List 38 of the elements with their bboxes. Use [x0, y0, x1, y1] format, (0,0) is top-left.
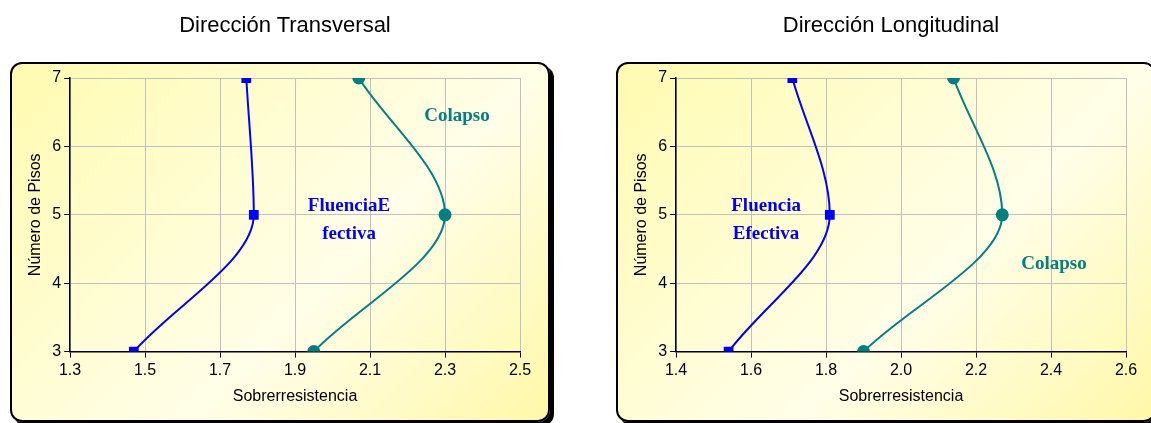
x-tick-label: 1.8: [814, 360, 838, 378]
x-axis-title: Sobrerresistencia: [232, 386, 358, 404]
point: [248, 209, 259, 220]
y-tick-label: 4: [658, 273, 668, 291]
x-tick-label: 2.1: [358, 360, 382, 378]
series-label: Colapso: [424, 104, 490, 126]
y-tick-label: 3: [658, 342, 668, 360]
x-tick-label: 1.3: [58, 360, 82, 378]
point: [995, 208, 1009, 222]
chart-title: Dirección Longitudinal: [781, 12, 1001, 38]
y-axis-title: Número de Pisos: [26, 153, 44, 277]
x-tick-label: 1.5: [133, 360, 157, 378]
x-tick-label: 2.6: [1114, 360, 1138, 378]
y-tick-label: 3: [52, 342, 62, 360]
point: [438, 208, 452, 222]
x-tick-label: 2.5: [508, 360, 532, 378]
x-tick-label: 1.9: [283, 360, 307, 378]
chart-title: Dirección Transversal: [178, 12, 392, 38]
y-axis-title: Número de Pisos: [632, 153, 650, 277]
x-tick-label: 2.3: [433, 360, 457, 378]
series-label: Colapso: [1021, 251, 1087, 273]
y-tick-label: 5: [52, 205, 62, 223]
y-tick-label: 7: [658, 68, 668, 86]
y-tick-label: 5: [658, 205, 668, 223]
x-tick-label: 2.2: [964, 360, 988, 378]
series-label: Fluencia Efectiva: [731, 194, 802, 244]
y-tick-label: 4: [52, 273, 62, 291]
x-tick-label: 2.4: [1039, 360, 1063, 378]
x-tick-label: 2.0: [889, 360, 913, 378]
y-tick-label: 6: [658, 136, 668, 154]
x-axis-title: Sobrerresistencia: [838, 386, 964, 404]
y-tick-label: 7: [52, 68, 62, 86]
text: FluenciaE fectiva: [307, 194, 391, 244]
point: [824, 209, 835, 220]
x-tick-label: 1.6: [739, 360, 763, 378]
y-tick-label: 6: [52, 136, 62, 154]
x-tick-label: 1.7: [208, 360, 232, 378]
x-tick-label: 1.4: [664, 360, 688, 378]
